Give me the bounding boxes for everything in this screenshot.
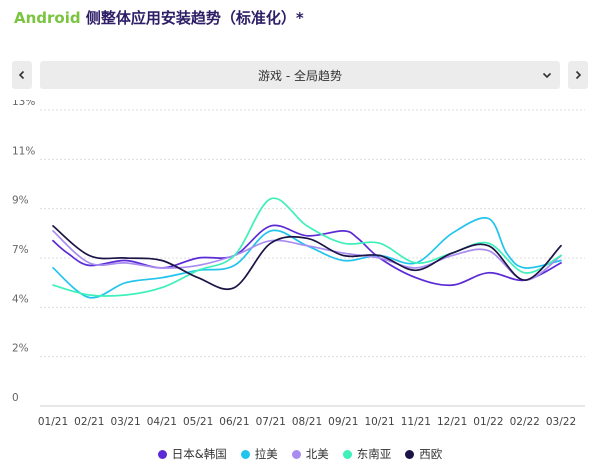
legend-item[interactable]: 西欧: [405, 446, 442, 462]
legend-marker: [291, 449, 301, 459]
legend-item[interactable]: 日本&韩国: [157, 446, 227, 462]
x-tick-label: 05/21: [183, 416, 213, 428]
series-line: [52, 197, 562, 297]
x-tick-label: 03/22: [546, 416, 576, 428]
series-line: [52, 225, 562, 290]
y-tick-label: 4%: [12, 293, 29, 305]
x-tick-label: 11/21: [401, 416, 431, 428]
brand-label: Android: [14, 9, 81, 27]
legend: 日本&韩国 拉美 北美 东南亚 西欧: [0, 446, 600, 462]
category-select-value: 游戏 - 全局趋势: [258, 68, 342, 83]
x-tick-label: 02/22: [510, 416, 540, 428]
legend-label: 日本&韩国: [171, 447, 227, 461]
y-tick-label: 2%: [12, 343, 29, 355]
legend-marker: [240, 449, 250, 459]
grid-lines: [40, 109, 585, 407]
series-line: [52, 217, 562, 299]
legend-item[interactable]: 东南亚: [342, 446, 392, 462]
legend-marker: [157, 449, 167, 459]
y-tick-label: 0: [12, 392, 19, 404]
chevron-right-icon: [575, 70, 582, 80]
x-tick-label: 01/22: [473, 416, 503, 428]
series-line: [52, 224, 562, 287]
x-tick-label: 04/21: [147, 416, 177, 428]
x-tick-label: 10/21: [364, 416, 394, 428]
legend-marker: [405, 449, 415, 459]
legend-item[interactable]: 拉美: [240, 446, 278, 462]
x-axis-ticks: 01/21 02/21 03/21 04/21 05/21 06/21 07/21 08/21…: [38, 416, 576, 428]
title-text: 侧整体应用安装趋势（标准化）*: [80, 9, 304, 27]
next-button[interactable]: [568, 61, 588, 89]
x-tick-label: 07/21: [256, 416, 286, 428]
x-tick-label: 12/21: [437, 416, 467, 428]
legend-item[interactable]: 北美: [291, 446, 329, 462]
x-tick-label: 01/21: [38, 416, 68, 428]
x-tick-label: 08/21: [292, 416, 322, 428]
series-line: [52, 230, 562, 282]
x-tick-label: 02/21: [74, 416, 104, 428]
line-chart: 0 2% 4% 7% 9% 11% 13% 01/21 02/21 03/21 04/21 05/2…: [12, 100, 585, 428]
y-axis-ticks: 0 2% 4% 7% 9% 11% 13%: [12, 100, 35, 404]
chevron-down-icon: [542, 72, 552, 79]
legend-marker: [342, 449, 352, 459]
category-select[interactable]: 游戏 - 全局趋势: [40, 61, 560, 89]
legend-label: 西欧: [419, 447, 443, 461]
y-tick-label: 9%: [12, 195, 29, 207]
series-lines: [52, 197, 562, 299]
chevron-left-icon: [18, 70, 25, 80]
x-tick-label: 03/21: [110, 416, 140, 428]
x-tick-label: 09/21: [328, 416, 358, 428]
page-title: Android 侧整体应用安装趋势（标准化）*: [14, 7, 304, 28]
prev-button[interactable]: [12, 61, 32, 89]
x-tick-label: 06/21: [219, 416, 249, 428]
legend-label: 东南亚: [356, 447, 392, 461]
legend-label: 北美: [305, 447, 329, 461]
y-tick-label: 7%: [12, 244, 29, 256]
y-tick-label: 13%: [12, 100, 35, 108]
y-tick-label: 11%: [12, 145, 35, 157]
legend-label: 拉美: [254, 447, 278, 461]
